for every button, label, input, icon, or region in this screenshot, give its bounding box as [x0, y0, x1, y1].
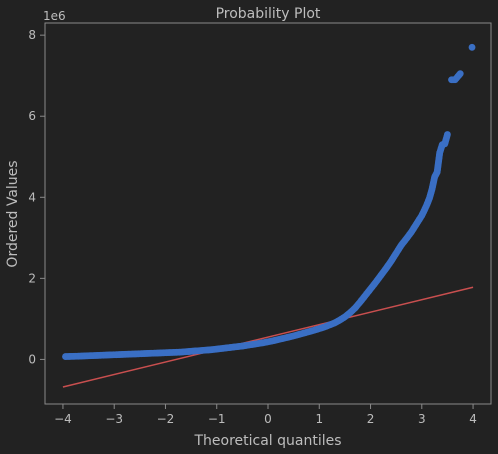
y-tick-label: 0 [28, 352, 36, 366]
x-tick-label: 2 [367, 412, 375, 426]
x-tick-label: 0 [264, 412, 272, 426]
x-axis-label: Theoretical quantiles [193, 433, 341, 449]
axes-frame [44, 22, 492, 405]
x-tick-label: −1 [208, 412, 226, 426]
chart-title: Probability Plot [216, 6, 321, 22]
data-points [62, 43, 476, 360]
y-tick-label: 4 [28, 190, 36, 204]
y-axis-label: Ordered Values [5, 160, 21, 267]
y-scale-label: 1e6 [43, 9, 66, 23]
x-tick-label: 3 [418, 412, 426, 426]
y-axis: 0 2 4 6 8 [28, 28, 45, 366]
x-tick-label: 1 [315, 412, 323, 426]
y-tick-label: 8 [28, 28, 36, 42]
y-tick-label: 2 [28, 271, 36, 285]
x-tick-label: −2 [157, 412, 175, 426]
y-tick-label: 6 [28, 109, 36, 123]
data-point [468, 43, 476, 51]
x-tick-label: −4 [54, 412, 72, 426]
x-axis: −4 −3 −2 −1 0 1 2 3 4 [54, 404, 477, 426]
data-point [456, 70, 464, 78]
x-tick-label: −3 [105, 412, 123, 426]
x-tick-label: 4 [469, 412, 477, 426]
fit-line [62, 286, 474, 388]
data-point [444, 131, 451, 138]
